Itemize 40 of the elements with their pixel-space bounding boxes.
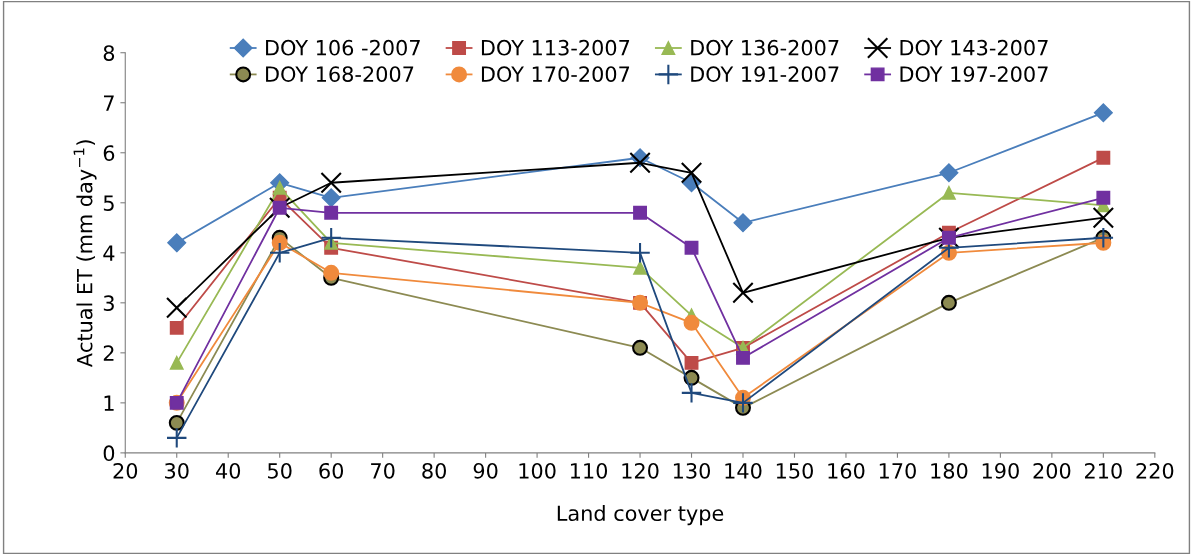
x-tick-label: 150 [776, 462, 813, 479]
legend-label: DOY 143-2007 [900, 39, 1048, 56]
y-tick-label: 0 [103, 445, 115, 462]
x-tick-label: 130 [673, 462, 711, 479]
legend-label: DOY 197-2007 [900, 66, 1048, 82]
x-tick-label: 220 [1136, 462, 1174, 479]
x-tick-label: 190 [982, 462, 1019, 479]
x-tick-label: 200 [1033, 462, 1071, 479]
y-tick-label: 1 [104, 395, 114, 411]
x-tick-label: 90 [473, 462, 498, 479]
legend-label: DOY 191-2007 [691, 66, 839, 82]
y-tick-label: 3 [103, 295, 114, 312]
x-tick-label: 110 [570, 462, 608, 479]
x-tick-label: 160 [828, 462, 865, 479]
x-tick-label: 70 [371, 462, 395, 479]
x-tick-label: 40 [215, 462, 241, 479]
legend-label: DOY 168-2007 [266, 66, 414, 82]
legend-label: DOY 170-2007 [481, 66, 630, 82]
legend-label: DOY 106 -2007 [266, 39, 420, 56]
y-tick-label: 6 [103, 145, 115, 161]
y-tick-label: 5 [103, 195, 114, 211]
x-tick-label: 140 [725, 462, 762, 479]
y-tick-label: 2 [103, 345, 114, 361]
x-tick-label: 20 [113, 462, 138, 479]
legend-label: DOY 136-2007 [691, 39, 839, 56]
y-axis-title: Actual ET (mm day$^{−1}$) [73, 140, 97, 368]
legend-label: DOY 113-2007 [481, 39, 630, 56]
x-tick-label: 180 [931, 462, 968, 479]
x-tick-label: 50 [268, 462, 292, 479]
x-tick-label: 80 [422, 462, 446, 479]
y-tick-label: 7 [104, 95, 114, 111]
x-tick-label: 170 [879, 462, 916, 479]
x-axis-title: Land cover type [557, 504, 724, 526]
x-tick-label: 120 [622, 462, 659, 479]
x-tick-label: 100 [519, 462, 556, 479]
x-tick-label: 210 [1084, 462, 1122, 479]
x-tick-label: 30 [165, 462, 189, 479]
y-tick-label: 8 [103, 45, 115, 61]
x-tick-label: 60 [319, 462, 344, 479]
y-tick-label: 4 [103, 245, 115, 261]
